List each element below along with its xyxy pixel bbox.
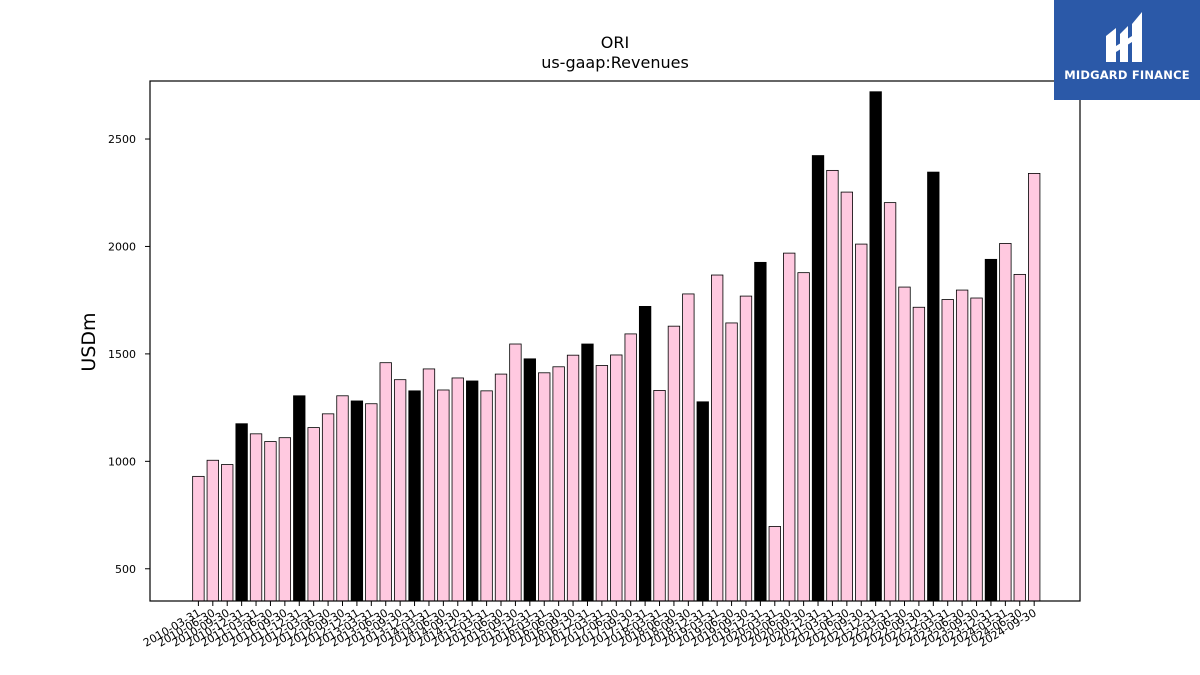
bar-2010-06-30	[206, 459, 219, 602]
bar-2013-03-31	[365, 403, 378, 602]
x-axis-ticks: 2010-03-312010-06-302010-09-302010-12-31…	[141, 601, 1039, 650]
bar-2014-06-30	[437, 389, 450, 602]
bar-2019-06-30	[725, 322, 738, 602]
bar-2023-09-30	[970, 297, 983, 602]
bar-2017-03-31	[595, 365, 609, 602]
y-tick-label: 2500	[108, 133, 136, 146]
bar-2020-06-30	[783, 252, 796, 602]
bar-2016-09-30	[566, 354, 580, 602]
bar-2024-09-30	[1028, 172, 1041, 602]
brand-logo: MIDGARD FINANCE	[1054, 0, 1200, 100]
bar-2023-03-31	[941, 299, 954, 602]
y-tick-label: 500	[115, 563, 136, 576]
bar-2021-03-31	[826, 169, 839, 602]
y-tick-label: 2000	[108, 240, 136, 253]
bar-2016-03-31	[538, 372, 551, 602]
chart-title: ORI	[601, 33, 629, 52]
bar-2016-12-31	[581, 343, 594, 602]
y-axis-label: USDm	[78, 312, 100, 371]
bar-2016-06-30	[552, 366, 565, 602]
bar-2019-12-31	[754, 261, 767, 602]
bar-2010-12-31	[235, 423, 248, 602]
bar-2018-09-30	[682, 293, 695, 602]
brand-name: MIDGARD FINANCE	[1064, 68, 1190, 82]
y-axis-ticks: 500 1000 1500 2000 2500	[108, 133, 150, 576]
y-tick-label: 1000	[108, 455, 136, 468]
chart-subtitle: us-gaap:Revenues	[541, 53, 689, 72]
bar-2013-09-30	[393, 379, 407, 602]
bar-2021-12-31	[869, 91, 882, 602]
bar-2013-12-31	[408, 390, 421, 602]
bar-2013-06-30	[379, 362, 392, 602]
bar-2020-09-30	[797, 272, 810, 602]
bar-2021-09-30	[855, 243, 868, 602]
bar-2024-06-30	[1013, 273, 1026, 602]
y-tick-label: 1500	[108, 348, 136, 361]
bar-2015-06-30	[494, 373, 508, 602]
bar-2011-09-30	[278, 437, 292, 602]
bar-2011-06-30	[264, 441, 277, 602]
bar-2012-03-31	[307, 427, 320, 602]
bar-2019-09-30	[739, 295, 753, 602]
bar-2023-06-30	[955, 289, 969, 602]
bar-2011-03-31	[249, 433, 263, 602]
midgard-m-logo-icon	[1106, 12, 1142, 62]
bar-2010-09-30	[221, 464, 234, 602]
bar-2017-09-30	[624, 333, 637, 602]
bar-2022-03-31	[883, 202, 897, 602]
bar-2022-09-30	[912, 306, 926, 602]
bar-series	[192, 91, 1041, 602]
bar-2012-12-31	[350, 400, 364, 602]
bar-2017-12-31	[638, 305, 652, 602]
bar-2015-09-30	[509, 343, 522, 602]
bar-2011-12-31	[293, 395, 306, 602]
bar-2015-03-31	[480, 390, 493, 602]
bar-2017-06-30	[610, 354, 623, 602]
bar-2019-03-31	[711, 274, 724, 602]
bar-2014-12-31	[466, 380, 479, 602]
bar-2023-12-31	[984, 258, 998, 602]
bar-2012-06-30	[321, 413, 335, 602]
bar-2014-03-31	[422, 368, 436, 602]
bar-2024-03-31	[999, 243, 1012, 602]
bar-2022-12-31	[927, 171, 940, 602]
bar-2020-12-31	[811, 155, 825, 602]
bar-2015-12-31	[523, 358, 536, 602]
bar-2012-09-30	[336, 395, 349, 602]
bar-2018-06-30	[667, 325, 681, 602]
bar-2018-03-31	[653, 390, 666, 602]
bar-2021-06-30	[840, 191, 853, 602]
bar-2014-09-30	[451, 377, 464, 602]
bar-2018-12-31	[696, 401, 709, 602]
bar-2010-03-31	[192, 475, 205, 602]
bar-2022-06-30	[898, 286, 911, 602]
bar-2020-03-31	[768, 526, 781, 602]
plot-frame	[149, 80, 1081, 602]
